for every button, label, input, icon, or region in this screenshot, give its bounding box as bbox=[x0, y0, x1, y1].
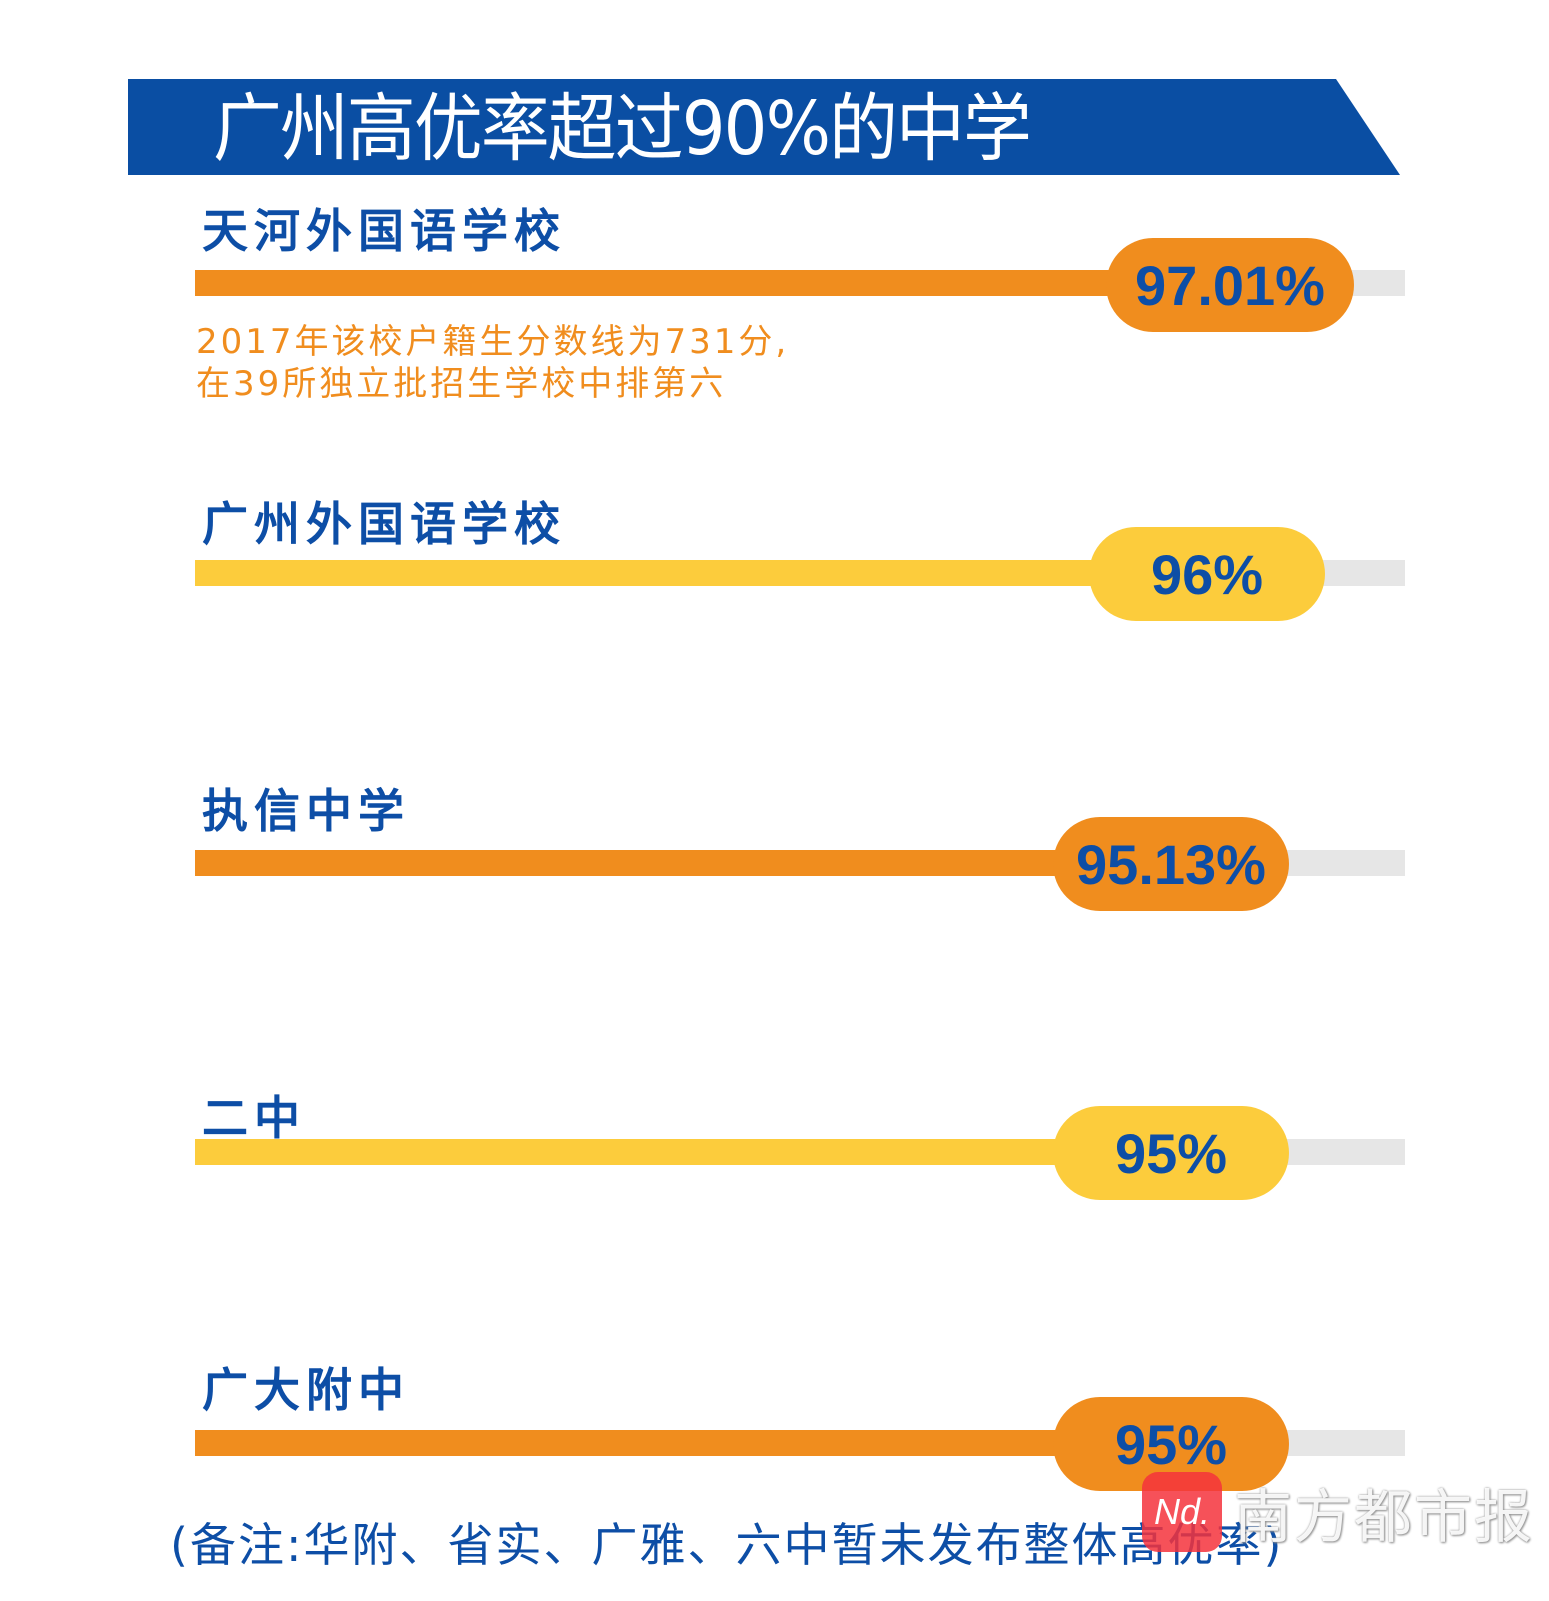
value-pill: 96% bbox=[1089, 527, 1325, 621]
annotation-line-2: 在39所独立批招生学校中排第六 bbox=[196, 364, 727, 404]
bar-fill bbox=[195, 1139, 1095, 1165]
banner-shape bbox=[128, 79, 1400, 175]
nd-logo-icon: Nd. bbox=[1142, 1472, 1222, 1552]
bar-fill bbox=[195, 560, 1135, 586]
title-banner: 广州高优率超过90%的中学 bbox=[128, 79, 1418, 179]
bar-fill bbox=[195, 850, 1095, 876]
school-label: 广州外国语学校 bbox=[202, 497, 566, 551]
chart-title: 广州高优率超过90%的中学 bbox=[213, 86, 1032, 172]
bar-fill bbox=[195, 270, 1155, 296]
watermark-text: 南方都市报 bbox=[1234, 1483, 1535, 1551]
value-pill: 97.01% bbox=[1106, 238, 1354, 332]
value-pill: 95.13% bbox=[1053, 817, 1289, 911]
school-label: 执信中学 bbox=[202, 784, 410, 838]
annotation-line-1: 2017年该校户籍生分数线为731分, bbox=[196, 322, 790, 362]
school-label: 广大附中 bbox=[202, 1363, 410, 1417]
value-pill: 95% bbox=[1053, 1106, 1289, 1200]
school-label: 天河外国语学校 bbox=[202, 204, 566, 258]
school-label: 二中 bbox=[202, 1091, 306, 1145]
footnote: (备注:华附、省实、广雅、六中暂未发布整体高优率) bbox=[170, 1518, 1284, 1572]
bar-fill bbox=[195, 1430, 1095, 1456]
watermark: Nd. 南方都市报 bbox=[1142, 1470, 1534, 1554]
